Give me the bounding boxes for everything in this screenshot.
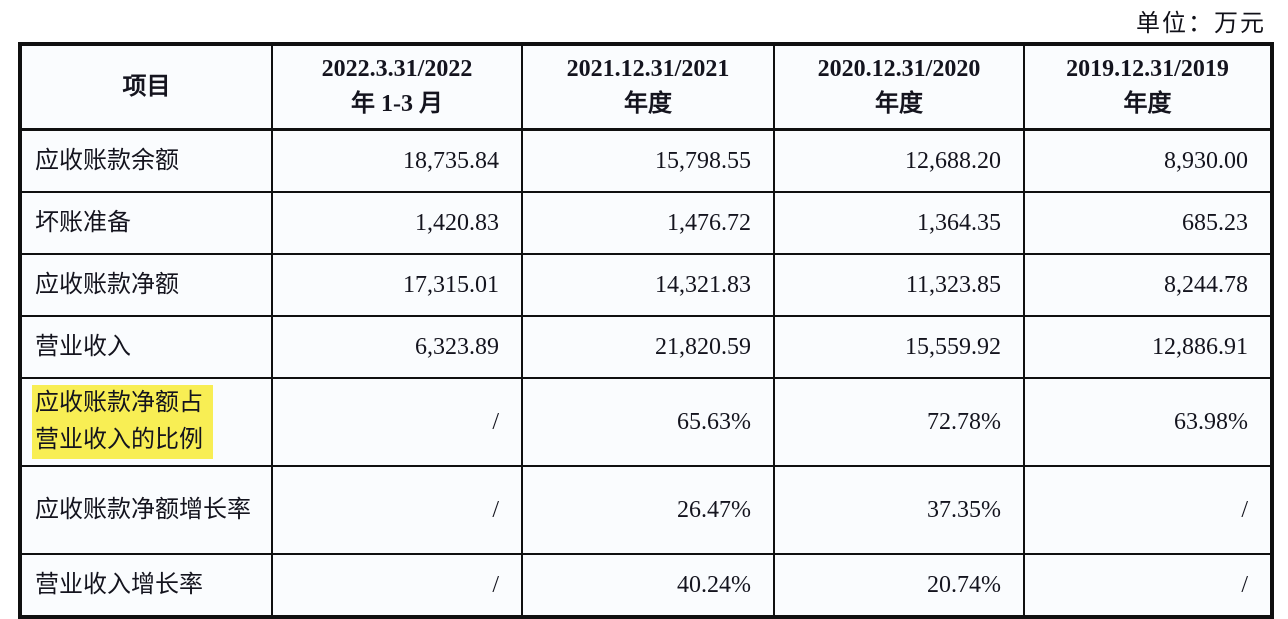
cell-value: 6,323.89: [271, 315, 523, 379]
cell-value: 72.78%: [773, 377, 1025, 467]
table-row-bad-debt-provision: 坏账准备 1,420.83 1,476.72 1,364.35 685.23: [19, 191, 1273, 255]
cell-value: 1,420.83: [271, 191, 523, 255]
header-line: 2020.12.31/2020: [817, 56, 981, 82]
column-header-2019: 2019.12.31/2019 年度: [1023, 43, 1273, 131]
cell-value: 14,321.83: [521, 253, 775, 317]
cell-value: 17,315.01: [271, 253, 523, 317]
cell-value: 12,886.91: [1023, 315, 1273, 379]
cell-value: 11,323.85: [773, 253, 1025, 317]
table-row-receivable-balance: 应收账款余额 18,735.84 15,798.55 12,688.20 8,9…: [19, 128, 1273, 193]
column-header-2021: 2021.12.31/2021 年度: [521, 43, 775, 131]
cell-value: /: [271, 465, 523, 555]
row-label: 营业收入: [19, 315, 273, 379]
cell-value: 63.98%: [1023, 377, 1273, 467]
header-line: 2022.3.31/2022: [321, 56, 473, 82]
cell-value: 21,820.59: [521, 315, 775, 379]
table-row-receivable-net: 应收账款净额 17,315.01 14,321.83 11,323.85 8,2…: [19, 253, 1273, 317]
header-line: 2019.12.31/2019: [1066, 56, 1229, 82]
highlight-text-line: 营业收入的比例: [32, 422, 213, 459]
cell-value: 26.47%: [521, 465, 775, 555]
highlight-text-line: 应收账款净额占: [32, 385, 213, 422]
cell-value: 40.24%: [521, 553, 775, 618]
header-line: 年度: [624, 91, 672, 117]
row-label-highlighted: 应收账款净额占 营业收入的比例: [19, 377, 273, 467]
cell-value: 15,798.55: [521, 128, 775, 193]
unit-label: 单位：万元: [1136, 11, 1266, 37]
cell-value: /: [1023, 553, 1273, 618]
header-line: 年 1-3 月: [351, 91, 443, 117]
table-row-revenue-growth: 营业收入增长率 / 40.24% 20.74% /: [19, 553, 1273, 618]
header-line: 年度: [875, 91, 923, 117]
row-label: 坏账准备: [19, 191, 273, 255]
cell-value: 1,364.35: [773, 191, 1025, 255]
row-label: 应收账款净额: [19, 253, 273, 317]
cell-value: 685.23: [1023, 191, 1273, 255]
table-row-operating-revenue: 营业收入 6,323.89 21,820.59 15,559.92 12,886…: [19, 315, 1273, 379]
column-header-item: 项目: [19, 43, 273, 131]
cell-value: /: [271, 377, 523, 467]
header-line: 年度: [1123, 91, 1172, 117]
header-row: 项目 2022.3.31/2022 年 1-3 月 2021.12.31/202…: [19, 43, 1273, 131]
cell-value: 1,476.72: [521, 191, 775, 255]
cell-value: 18,735.84: [271, 128, 523, 193]
column-header-2022: 2022.3.31/2022 年 1-3 月: [271, 43, 523, 131]
column-header-2020: 2020.12.31/2020 年度: [773, 43, 1025, 131]
cell-value: 37.35%: [773, 465, 1025, 555]
table-row-receivable-growth: 应收账款净额增长率 / 26.47% 37.35% /: [19, 465, 1273, 555]
cell-value: 20.74%: [773, 553, 1025, 618]
cell-value: 12,688.20: [773, 128, 1025, 193]
cell-value: 8,930.00: [1023, 128, 1273, 193]
row-label: 应收账款余额: [19, 128, 273, 193]
table-row-receivable-ratio: 应收账款净额占 营业收入的比例 / 65.63% 72.78% 63.98%: [19, 377, 1273, 467]
header-line: 2021.12.31/2021: [566, 56, 730, 82]
row-label: 应收账款净额增长率: [19, 465, 273, 555]
cell-value: /: [1023, 465, 1273, 555]
cell-value: 65.63%: [521, 377, 775, 467]
cell-value: /: [271, 553, 523, 618]
row-label: 营业收入增长率: [19, 553, 273, 618]
header-line: 项目: [122, 73, 171, 100]
cell-value: 15,559.92: [773, 315, 1025, 379]
cell-value: 8,244.78: [1023, 253, 1273, 317]
financial-table: 项目 2022.3.31/2022 年 1-3 月 2021.12.31/202…: [18, 42, 1274, 619]
